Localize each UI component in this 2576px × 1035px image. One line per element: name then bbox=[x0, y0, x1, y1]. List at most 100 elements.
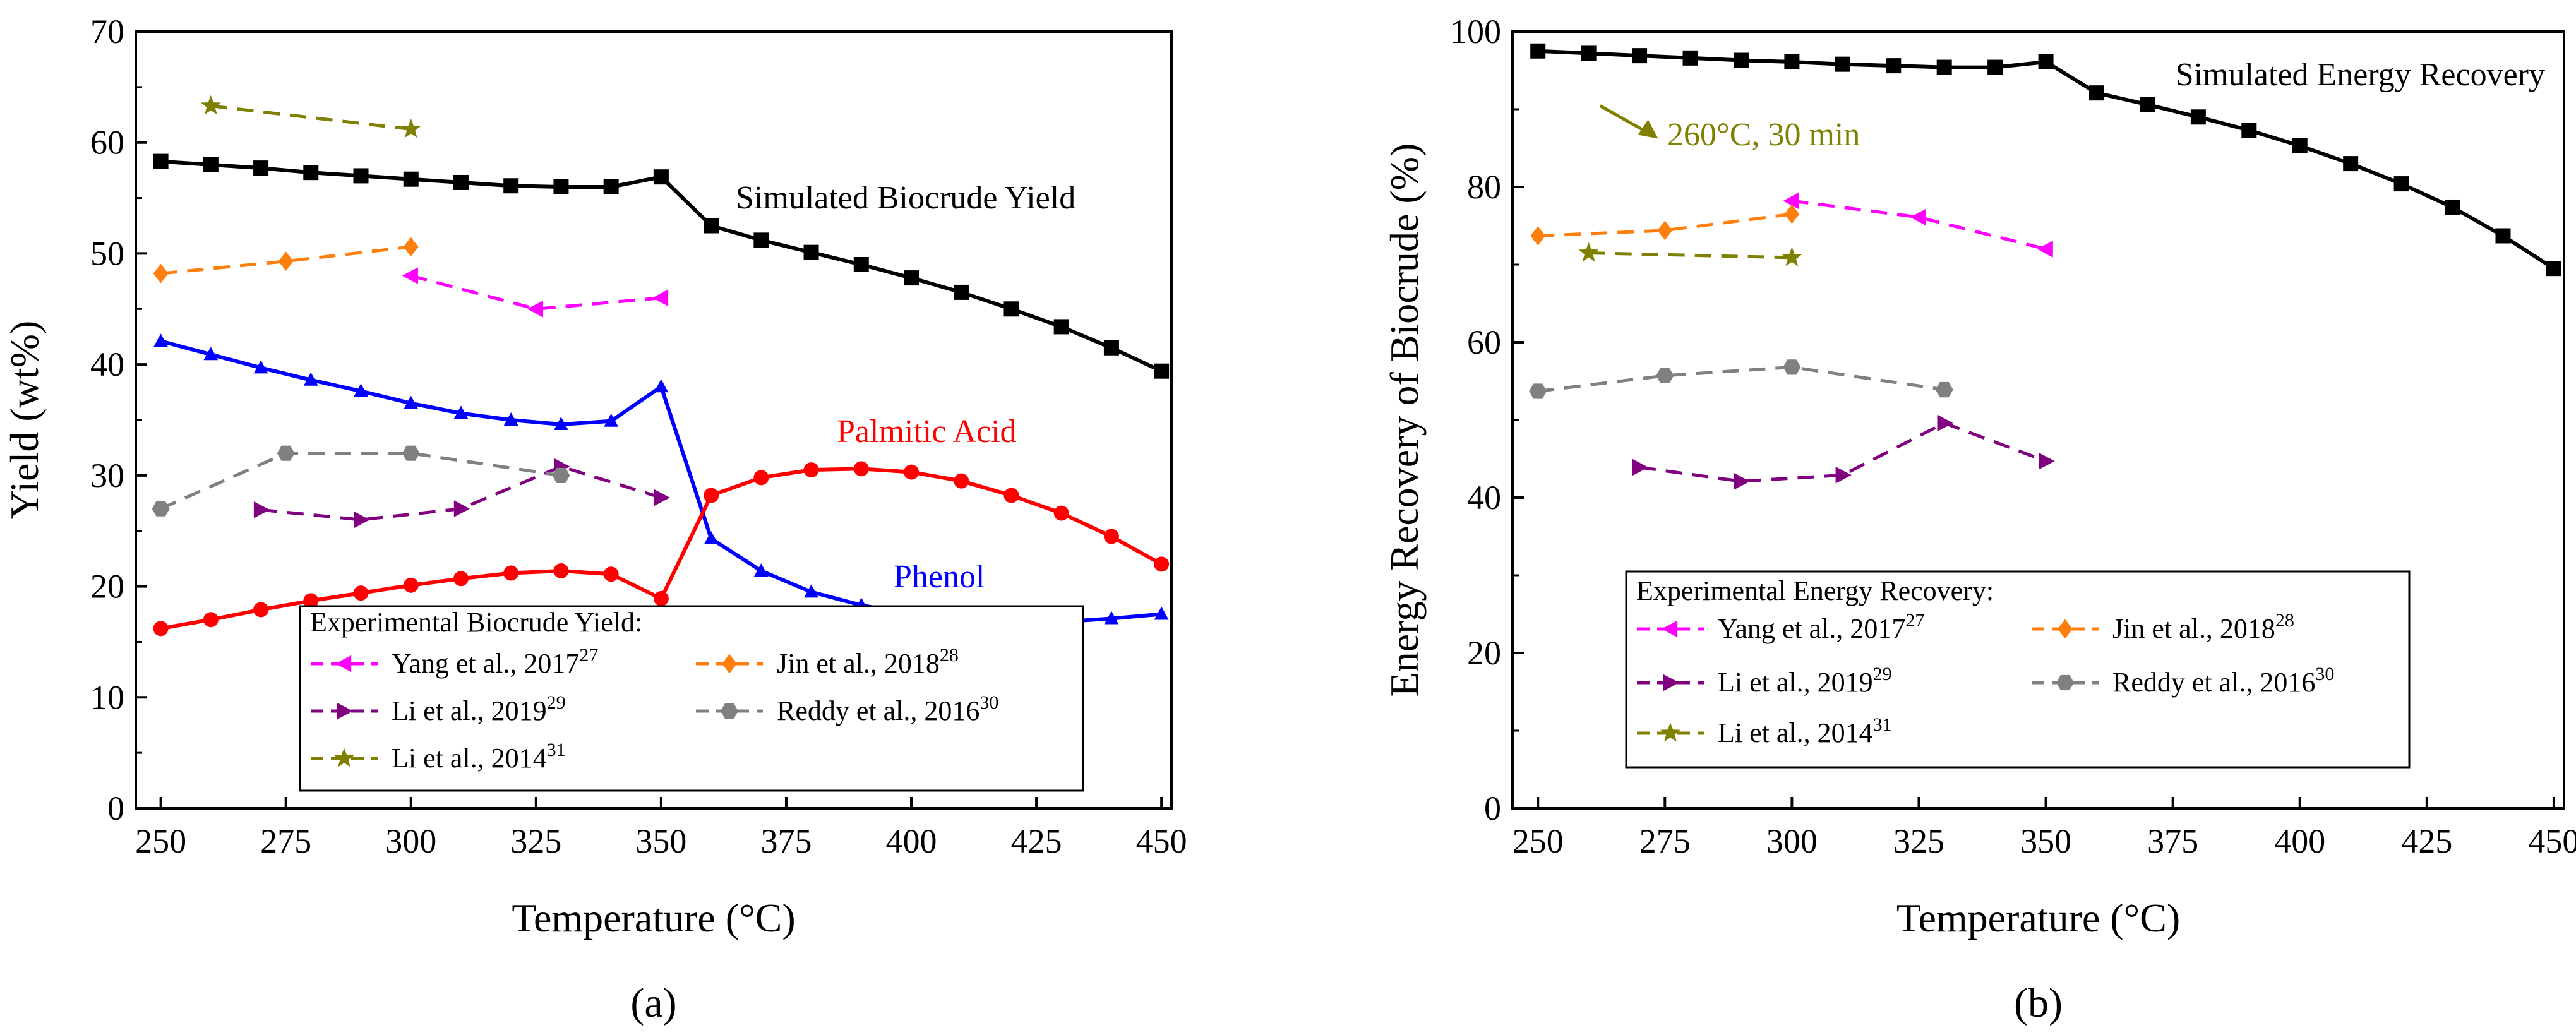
data-point bbox=[654, 489, 670, 506]
data-point bbox=[403, 577, 419, 593]
data-point bbox=[1656, 368, 1674, 383]
y-tick-label: 0 bbox=[107, 789, 124, 827]
y-axis-title: Yield (wt%) bbox=[2, 321, 47, 520]
data-point bbox=[1053, 505, 1069, 521]
data-point bbox=[402, 445, 420, 461]
x-tick-label: 325 bbox=[510, 822, 561, 860]
legend-label: Reddy et al., 201630 bbox=[2112, 664, 2334, 698]
data-point bbox=[2292, 138, 2308, 153]
data-point bbox=[453, 571, 469, 587]
y-tick-label: 100 bbox=[1450, 13, 1501, 51]
data-point bbox=[2039, 452, 2055, 470]
x-axis-title: Temperature (°C) bbox=[512, 895, 795, 940]
data-point bbox=[904, 464, 920, 480]
data-point bbox=[1782, 247, 1802, 266]
y-tick-label: 20 bbox=[1467, 634, 1501, 672]
data-point bbox=[203, 612, 219, 628]
data-point bbox=[253, 160, 269, 176]
data-point bbox=[1581, 45, 1597, 61]
data-point bbox=[403, 171, 419, 187]
data-point bbox=[652, 289, 669, 306]
data-point bbox=[1657, 220, 1673, 241]
legend-label-text: Jin et al., 2018 bbox=[2112, 613, 2275, 644]
data-point bbox=[704, 218, 719, 234]
data-point bbox=[1003, 301, 1019, 317]
data-point bbox=[153, 263, 169, 284]
x-tick-label: 425 bbox=[1011, 822, 1062, 860]
series-li-et-al-2014 bbox=[1578, 242, 1802, 266]
data-point bbox=[554, 417, 568, 430]
x-tick-label: 375 bbox=[2147, 822, 2198, 860]
series-yang-et-al-2017 bbox=[402, 267, 669, 318]
data-point bbox=[1886, 58, 1902, 74]
data-point bbox=[353, 585, 369, 601]
y-tick-label: 40 bbox=[90, 345, 124, 383]
data-point bbox=[654, 379, 669, 393]
legend-label-text: Li et al., 2014 bbox=[1718, 717, 1873, 748]
x-tick-label: 275 bbox=[1639, 822, 1691, 860]
data-point bbox=[2445, 199, 2460, 215]
data-point bbox=[552, 467, 570, 483]
data-point bbox=[704, 488, 719, 503]
series-reddy-et-al-2016 bbox=[152, 445, 570, 517]
annotation-label: Palmitic Acid bbox=[837, 414, 1017, 450]
data-point bbox=[253, 501, 270, 518]
data-point bbox=[603, 566, 619, 582]
x-tick-label: 325 bbox=[1893, 822, 1944, 860]
legend-label-text: Li et al., 2019 bbox=[392, 695, 547, 726]
data-point bbox=[354, 511, 370, 529]
data-point bbox=[1003, 488, 1019, 503]
legend-swatch-marker bbox=[2058, 619, 2073, 639]
legend-label-superscript: 31 bbox=[547, 739, 566, 760]
annotation-label: Simulated Biocrude Yield bbox=[736, 180, 1075, 216]
panel-b: 250 275 300 325 350 375 400 425 450 0 20 40 60 80 100 T… bbox=[1382, 13, 2576, 1026]
data-point bbox=[1783, 192, 1799, 210]
x-tick-label: 450 bbox=[2528, 822, 2576, 860]
legend-box bbox=[299, 605, 1084, 792]
data-point bbox=[604, 413, 619, 427]
data-point bbox=[2140, 97, 2155, 112]
y-tick-label: 0 bbox=[1484, 789, 1501, 827]
data-point bbox=[2190, 109, 2206, 125]
legend-item: Reddy et al., 201630 bbox=[2032, 664, 2334, 698]
data-point bbox=[753, 232, 769, 248]
data-point bbox=[503, 178, 519, 194]
y-axis-title: Energy Recovery of Biocrude (%) bbox=[1382, 143, 1427, 697]
x-tick-label: 300 bbox=[385, 822, 436, 860]
data-point bbox=[2037, 241, 2053, 258]
data-point bbox=[253, 602, 269, 618]
x-axis-title: Temperature (°C) bbox=[1896, 895, 2180, 940]
data-point bbox=[404, 395, 419, 409]
data-point bbox=[1835, 467, 1852, 484]
legend-label-superscript: 30 bbox=[979, 692, 998, 713]
x-tick-label: 250 bbox=[135, 822, 186, 860]
data-point bbox=[2038, 54, 2054, 69]
data-point bbox=[1784, 54, 1800, 69]
y-tick-label: 60 bbox=[1467, 323, 1501, 361]
data-point bbox=[2546, 261, 2561, 277]
data-point bbox=[527, 301, 543, 318]
data-point bbox=[278, 251, 294, 272]
y-tick-label: 30 bbox=[90, 457, 124, 494]
annotation-label: Phenol bbox=[894, 559, 985, 595]
data-point bbox=[400, 118, 421, 138]
data-point bbox=[1154, 556, 1170, 572]
data-point bbox=[1104, 611, 1119, 625]
x-tick-label: 350 bbox=[635, 822, 686, 860]
legend-label: Jin et al., 201828 bbox=[777, 645, 959, 679]
annotation-label: Simulated Energy Recovery bbox=[2176, 57, 2545, 93]
panel-a: 250 275 300 325 350 375 400 425 450 0 10 20 30 40 50 60… bbox=[2, 13, 1187, 1026]
data-point bbox=[1936, 59, 1952, 75]
data-point bbox=[1530, 226, 1546, 246]
data-point bbox=[1530, 43, 1546, 59]
x-tick-label: 350 bbox=[2020, 822, 2071, 860]
data-point bbox=[553, 179, 569, 194]
data-point bbox=[503, 565, 519, 581]
legend-label-superscript: 30 bbox=[2315, 664, 2334, 685]
legend-item: Li et al., 201431 bbox=[311, 739, 566, 774]
legend-label: Jin et al., 201828 bbox=[2112, 610, 2294, 644]
legend: Experimental Energy Recovery: Yang et al.… bbox=[1625, 570, 2411, 769]
data-point bbox=[303, 593, 319, 609]
data-point bbox=[152, 501, 170, 517]
